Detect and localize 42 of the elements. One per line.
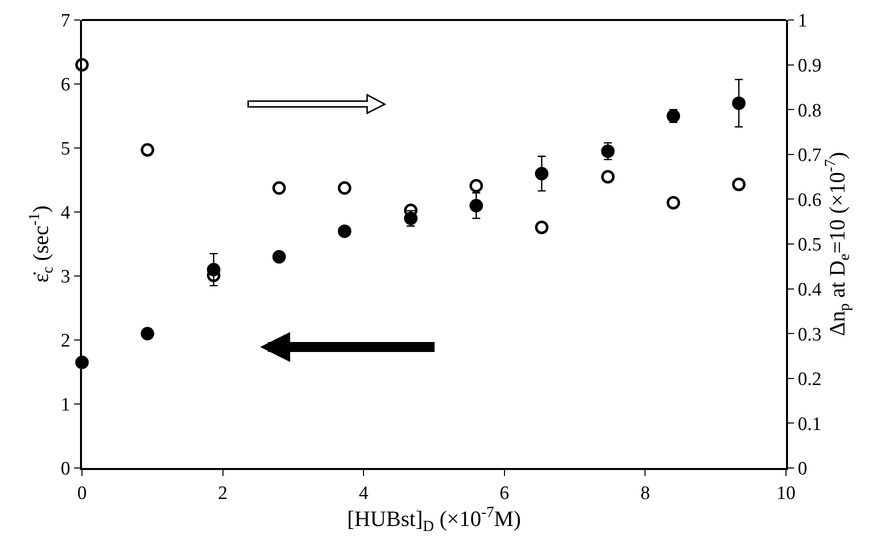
y2-tick-label: 0.1 bbox=[798, 414, 822, 435]
y-tick-label: 2 bbox=[60, 330, 70, 352]
y-tick-label: 7 bbox=[60, 10, 70, 32]
point bbox=[601, 144, 615, 158]
point bbox=[140, 143, 154, 157]
x-tick-label: 8 bbox=[640, 482, 650, 504]
point bbox=[338, 181, 352, 195]
y2-tick-label: 0.3 bbox=[798, 324, 822, 346]
y-tick-label: 3 bbox=[60, 266, 70, 288]
y2-tick-label: 0 bbox=[798, 458, 808, 480]
y2-tick-label: 0.9 bbox=[798, 55, 822, 76]
point bbox=[272, 250, 286, 264]
point bbox=[534, 220, 548, 234]
point bbox=[469, 179, 483, 193]
point bbox=[75, 58, 89, 72]
y2-tick-label: 0.7 bbox=[798, 145, 822, 166]
y-tick-label: 5 bbox=[60, 138, 70, 160]
x-tick-label: 0 bbox=[77, 482, 87, 504]
point bbox=[534, 166, 548, 180]
point bbox=[469, 198, 483, 212]
y-tick-label: 0 bbox=[60, 458, 70, 480]
point bbox=[601, 170, 615, 184]
point bbox=[272, 181, 286, 195]
y2-tick-label: 0.4 bbox=[798, 279, 822, 300]
y-tick-label: 4 bbox=[60, 202, 71, 224]
x-tick-label: 6 bbox=[500, 482, 510, 504]
y2-tick-label: 0.8 bbox=[798, 100, 822, 122]
point bbox=[732, 96, 746, 110]
x-axis-title: [HUBst]$_{D}$ (×10$^{-7}$M) bbox=[347, 504, 521, 535]
y2-tick-label: 0.2 bbox=[798, 369, 822, 390]
point bbox=[338, 224, 352, 238]
y2-tick-label: 0.5 bbox=[798, 234, 822, 256]
x-tick-label: 10 bbox=[776, 482, 796, 504]
point bbox=[666, 196, 680, 210]
x-tick-label: 2 bbox=[218, 482, 228, 504]
y-tick-label: 1 bbox=[60, 394, 70, 416]
point bbox=[732, 178, 746, 192]
y2-tick-label: 0.6 bbox=[798, 190, 822, 211]
y-tick-label: 6 bbox=[60, 74, 70, 96]
point bbox=[140, 326, 154, 340]
x-tick-label: 4 bbox=[358, 482, 369, 504]
y2-tick-label: 1 bbox=[798, 10, 808, 32]
